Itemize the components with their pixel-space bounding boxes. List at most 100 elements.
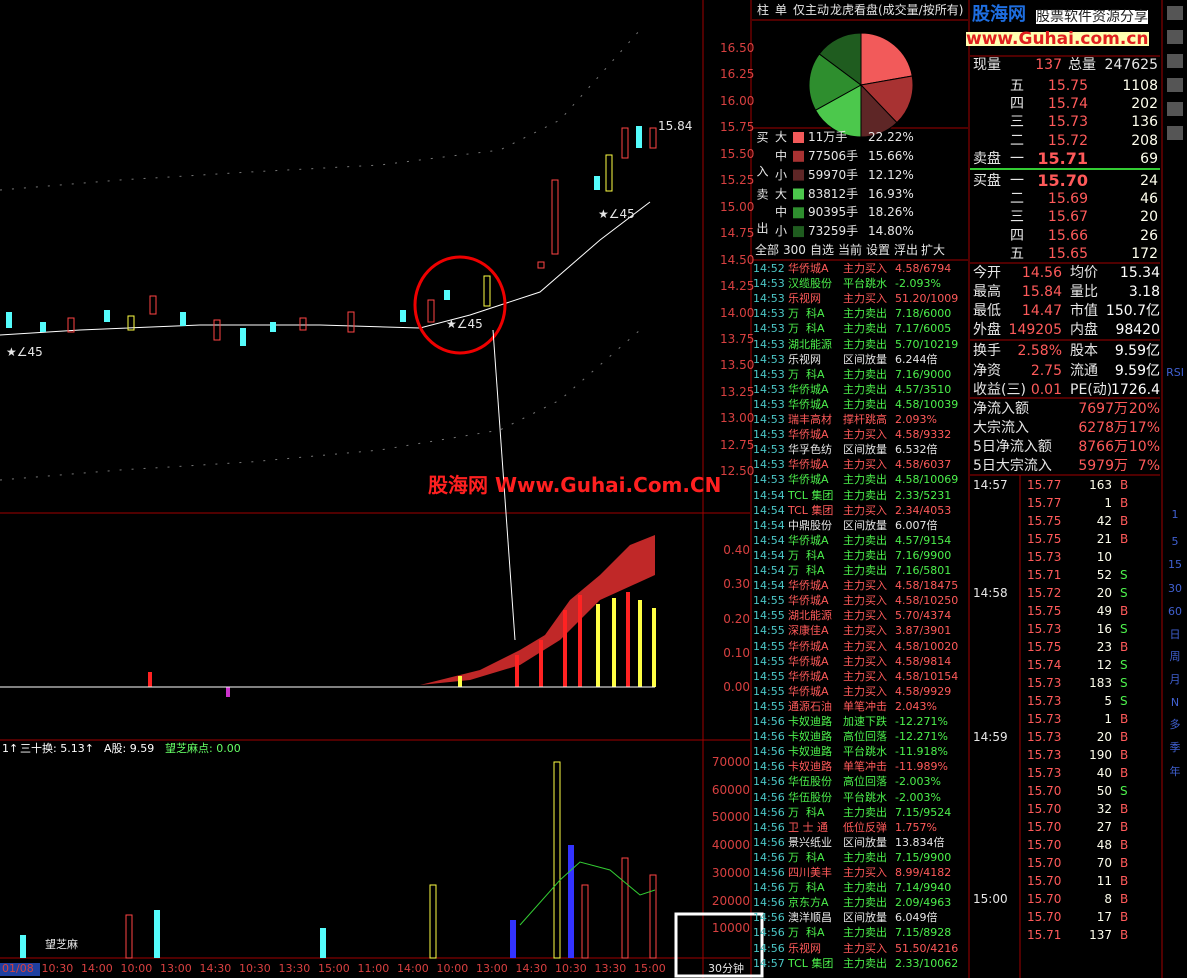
trade-type: 主力买入	[843, 624, 887, 638]
angle-mark: ★∠45	[598, 207, 635, 221]
trade-value: 2.33/5231	[895, 488, 952, 502]
stat-value: 1726.4	[1111, 381, 1160, 398]
trade-type: 主力买入	[843, 684, 887, 698]
trade-value: 4.58/10020	[895, 639, 959, 653]
tab[interactable]: 仅主动	[793, 3, 830, 17]
trade-time: 14:56	[753, 790, 785, 804]
volume-ma	[519, 861, 656, 926]
filter[interactable]: 全部	[755, 243, 780, 257]
filter[interactable]: 扩大	[921, 243, 946, 257]
icon[interactable]	[1167, 6, 1183, 20]
legend-item: 三十换: 5.13↑	[20, 742, 94, 755]
sidebar-button[interactable]: 年	[1169, 765, 1181, 778]
sidebar-button[interactable]: 日	[1169, 628, 1181, 641]
sidebar-button[interactable]: 15	[1168, 558, 1182, 571]
icon[interactable]	[1167, 126, 1183, 140]
tick-price: 15.70	[1027, 892, 1062, 906]
stat-value: 2.75	[1030, 362, 1062, 379]
filter[interactable]: 设置	[866, 243, 891, 257]
sidebar-button[interactable]: 1	[1171, 508, 1179, 521]
trade-name: 华侨城A	[788, 458, 829, 472]
flow-percent: 20%	[1128, 401, 1160, 417]
price-tick: 15.75	[720, 120, 755, 135]
sidebar-button[interactable]: 月	[1169, 673, 1181, 686]
filter[interactable]: 300	[783, 243, 806, 257]
trade-name: 湖北能源	[788, 337, 832, 351]
candle	[537, 261, 545, 269]
tick-side: B	[1120, 838, 1129, 852]
trade-time: 14:56	[753, 775, 785, 789]
trade-value: 4.58/10039	[895, 397, 959, 411]
trade-time: 14:56	[753, 941, 785, 955]
trade-time: 14:53	[753, 443, 785, 457]
filter[interactable]: 当前	[838, 243, 863, 257]
icon[interactable]	[1167, 54, 1183, 68]
trade-time: 14:53	[753, 277, 785, 291]
trade-value: -12.271%	[895, 715, 948, 728]
trade-type: 区间放量	[843, 518, 887, 532]
trade-time: 14:56	[753, 881, 785, 895]
price-tick: 15.50	[720, 146, 755, 161]
trade-time: 14:56	[753, 866, 785, 879]
candle	[594, 176, 600, 190]
tick-price: 15.70	[1027, 874, 1062, 888]
tick-side: B	[1120, 802, 1129, 816]
tick-price: 15.72	[1027, 586, 1062, 600]
tick-price: 15.74	[1027, 658, 1062, 672]
sidebar-button[interactable]: 30	[1168, 582, 1182, 595]
time-tick: 14:00	[81, 962, 113, 975]
tick-side: B	[1120, 892, 1129, 906]
stat-label: 外盘	[973, 322, 1001, 339]
trade-value: 4.58/9814	[895, 654, 952, 668]
tick-side: B	[1120, 730, 1129, 744]
tick-volume: 137	[1089, 928, 1112, 942]
percent: 15.66%	[868, 148, 914, 163]
tick-volume: 48	[1096, 838, 1112, 852]
trade-name: 华侨城A	[788, 579, 829, 593]
icon[interactable]	[1167, 30, 1183, 44]
icon[interactable]	[1167, 78, 1183, 92]
trade-value: 6.244倍	[895, 352, 938, 366]
trade-value: 6.532倍	[895, 443, 938, 457]
trade-value: 5.70/10219	[895, 337, 959, 351]
tab[interactable]: 龙虎看盘(成交量/按所有)	[830, 3, 964, 17]
sidebar-button[interactable]: 多	[1169, 718, 1181, 731]
trade-name: 华侨城A	[788, 428, 829, 442]
trade-time: 14:53	[753, 367, 785, 381]
trade-name: 华侨城A	[788, 639, 829, 653]
sidebar-button[interactable]: 周	[1169, 650, 1181, 663]
sidebar-button[interactable]: RSI	[1166, 366, 1184, 379]
price: 15.67	[1047, 209, 1088, 226]
candle	[427, 299, 435, 323]
tab[interactable]: 单	[775, 3, 788, 17]
trade-name: TCL 集团	[788, 956, 834, 970]
tick-price: 15.75	[1027, 532, 1062, 546]
trade-name: 万 科A	[788, 881, 825, 895]
icon[interactable]	[1167, 102, 1183, 116]
sidebar-button[interactable]: 5	[1171, 535, 1179, 548]
tick-volume: 11	[1096, 874, 1112, 888]
trade-name: 通源石油	[788, 699, 832, 713]
sidebar-button[interactable]: 季	[1169, 741, 1181, 754]
tick-volume: 1	[1104, 712, 1112, 726]
trade-type: 主力卖出	[843, 473, 887, 487]
sidebar-button[interactable]: 60	[1168, 605, 1182, 618]
filter[interactable]: 自选	[810, 243, 835, 257]
filter[interactable]: 浮出	[894, 243, 919, 257]
trade-type: 主力卖出	[843, 896, 887, 910]
trade-name: 华侨城A	[788, 669, 829, 683]
legend-item: A股: 9.59	[104, 742, 155, 755]
sidebar-button[interactable]: N	[1170, 696, 1180, 709]
tick-price: 15.70	[1027, 784, 1062, 798]
tick-volume: 21	[1096, 532, 1112, 546]
period[interactable]: 30分钟	[708, 962, 744, 975]
bar	[20, 935, 26, 958]
tick-side: B	[1120, 532, 1129, 546]
price-tick: 14.00	[720, 305, 755, 320]
price-tick: 13.50	[720, 358, 755, 373]
tick-price: 15.73	[1027, 730, 1062, 744]
tab[interactable]: 柱	[757, 3, 770, 17]
trade-time: 14:56	[753, 850, 785, 864]
trade-value: 2.043%	[895, 699, 937, 713]
trade-value: 7.16/9000	[895, 367, 952, 381]
